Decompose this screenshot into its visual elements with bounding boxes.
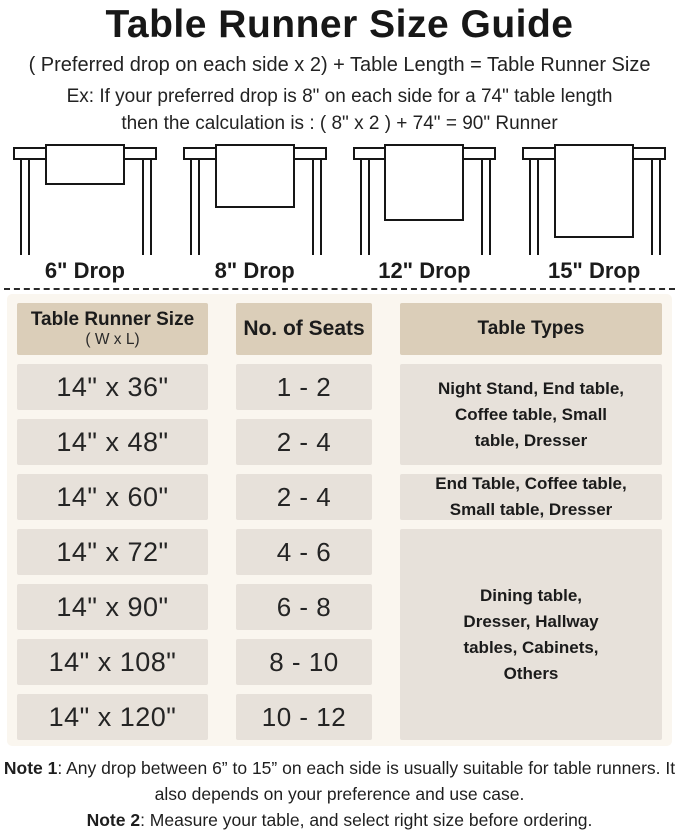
header-runner-size-sublabel: ( W x L) <box>85 331 140 348</box>
runner-drape-icon <box>214 144 295 208</box>
drop-labels-row: 6" Drop 8" Drop 12" Drop 15" Drop <box>0 257 679 284</box>
seats-cell-row4: 4 - 6 <box>236 529 372 575</box>
note-1: Note 1: Any drop between 6” to 15” on ea… <box>2 755 677 807</box>
drop-label-15: 15" Drop <box>547 258 641 283</box>
table-leg-icon <box>529 158 540 255</box>
table-leg-icon <box>20 158 30 255</box>
runner-drape-icon <box>44 144 125 185</box>
table-illustration-12-drop <box>340 142 510 255</box>
drop-label-8: 8" Drop <box>214 258 295 283</box>
size-cell-row6: 14" x 108" <box>17 639 208 685</box>
table-illustration-6-drop <box>0 142 170 255</box>
note-1-text: : Any drop between 6” to 15” on each sid… <box>57 758 676 804</box>
drop-label-6: 6" Drop <box>44 258 125 283</box>
size-cell-row7: 14" x 120" <box>17 694 208 740</box>
seats-cell-row5: 6 - 8 <box>236 584 372 630</box>
header-table-types-label: Table Types <box>477 318 585 339</box>
size-cell-row3: 14" x 60" <box>17 474 208 520</box>
size-chart-grid: Table Runner Size ( W x L) No. of Seats … <box>17 303 662 740</box>
example-text-line2: then the calculation is : ( 8" x 2 ) + 7… <box>121 113 558 134</box>
note-2: Note 2: Measure your table, and select r… <box>2 807 677 833</box>
size-cell-row2: 14" x 48" <box>17 419 208 465</box>
seats-cell-row1: 1 - 2 <box>236 364 372 410</box>
footer-notes: Note 1: Any drop between 6” to 15” on ea… <box>0 755 679 833</box>
table-types-cell-large: Dining table, Dresser, Hallway tables, C… <box>400 529 662 740</box>
runner-drape-icon <box>554 144 635 238</box>
table-illustration-15-drop <box>509 142 679 255</box>
dashed-divider <box>4 288 675 290</box>
table-types-cell-medium: End Table, Coffee table, Small table, Dr… <box>400 474 662 520</box>
note-2-text: : Measure your table, and select right s… <box>140 810 593 830</box>
page-title: Table Runner Size Guide <box>105 3 574 46</box>
example-text-line1: Ex: If your preferred drop is 8" on each… <box>66 86 613 107</box>
seats-cell-row6: 8 - 10 <box>236 639 372 685</box>
table-leg-icon <box>141 158 152 255</box>
size-cell-row4: 14" x 72" <box>17 529 208 575</box>
header-runner-size: Table Runner Size ( W x L) <box>17 303 208 355</box>
header-runner-size-label: Table Runner Size <box>30 309 195 330</box>
drop-illustrations <box>0 142 679 255</box>
seats-cell-row7: 10 - 12 <box>236 694 372 740</box>
size-chart-panel: Table Runner Size ( W x L) No. of Seats … <box>7 294 672 746</box>
seats-cell-row3: 2 - 4 <box>236 474 372 520</box>
table-leg-icon <box>359 158 370 255</box>
table-types-cell-small: Night Stand, End table, Coffee table, Sm… <box>400 364 662 465</box>
note-2-label: Note 2 <box>86 810 141 830</box>
header-table-types: Table Types <box>400 303 662 355</box>
header-seats: No. of Seats <box>236 303 372 355</box>
note-1-label: Note 1 <box>3 758 58 778</box>
runner-drape-icon <box>384 144 465 221</box>
header-seats-label: No. of Seats <box>243 317 365 340</box>
seats-cell-row2: 2 - 4 <box>236 419 372 465</box>
table-leg-icon <box>481 158 492 255</box>
table-leg-icon <box>311 158 322 255</box>
table-leg-icon <box>651 158 661 255</box>
size-cell-row1: 14" x 36" <box>17 364 208 410</box>
size-cell-row5: 14" x 90" <box>17 584 208 630</box>
table-illustration-8-drop <box>170 142 340 255</box>
drop-label-12: 12" Drop <box>378 258 471 283</box>
table-leg-icon <box>189 158 200 255</box>
formula-text: ( Preferred drop on each side x 2) + Tab… <box>28 54 651 76</box>
